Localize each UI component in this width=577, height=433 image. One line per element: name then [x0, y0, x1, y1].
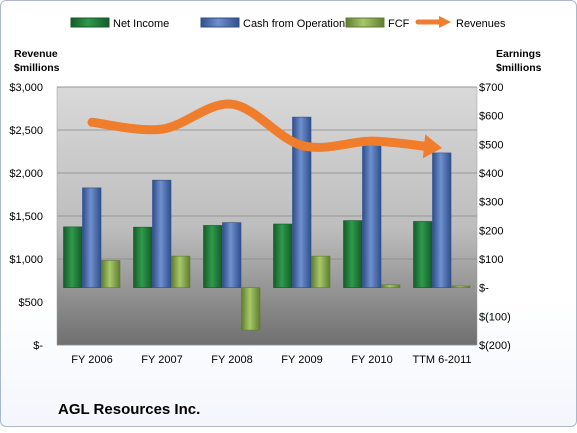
bar-net-income — [343, 220, 363, 288]
category-label: FY 2008 — [211, 354, 252, 366]
legend-swatch-fcf — [345, 17, 385, 28]
right-axis-tick-label: $(100) — [479, 311, 511, 323]
left-axis-tick-label: $2,500 — [9, 125, 43, 137]
left-axis-tick-label: $3,000 — [9, 82, 43, 94]
category-label: FY 2010 — [351, 354, 392, 366]
right-axis-title-line1: Earnings — [496, 48, 541, 60]
category-label: FY 2007 — [141, 354, 182, 366]
legend-swatch-cash-from-operations — [200, 17, 240, 28]
category-label: FY 2009 — [281, 354, 322, 366]
right-axis-tick-label: $300 — [479, 197, 503, 209]
bar-cash-from-operations — [432, 152, 452, 288]
right-axis-ticks: $(200) $(100) $- $100 $200 $300 $400 $500 $600 $7… — [479, 82, 511, 352]
revenue-line-series — [87, 99, 442, 159]
right-axis-tick-label: $100 — [479, 254, 503, 266]
bar-cash-from-operations — [82, 187, 102, 288]
right-axis-title-line2: $millions — [496, 62, 542, 74]
left-axis-tick-label: $1,500 — [9, 211, 43, 223]
category-label: TTM 6-2011 — [412, 354, 471, 366]
legend: Net Income Cash from Operations FCF Reve… — [70, 16, 506, 30]
right-axis-tick-label: $400 — [479, 168, 503, 180]
right-axis-tick-label: $600 — [479, 111, 503, 123]
legend-label-revenues: Revenues — [456, 18, 506, 30]
legend-label-net-income: Net Income — [113, 18, 169, 30]
right-axis-tick-label: $700 — [479, 82, 503, 94]
bar-cash-from-operations — [292, 116, 312, 288]
bar-net-income — [413, 221, 433, 288]
legend-label-cash-from-operations: Cash from Operations — [243, 18, 351, 30]
left-axis-tick-label: $500 — [19, 297, 43, 309]
legend-swatch-net-income — [70, 17, 110, 28]
legend-label-fcf: FCF — [388, 18, 410, 30]
revenue-line — [87, 99, 434, 152]
bar-cash-from-operations — [222, 222, 242, 288]
legend-arrowhead-revenues — [439, 16, 451, 28]
left-axis-tick-label: $- — [33, 340, 43, 352]
bar-net-income — [273, 223, 293, 288]
right-axis-tick-label: $200 — [479, 225, 503, 237]
bar-fcf — [171, 255, 191, 288]
right-axis-tick-label: $500 — [479, 139, 503, 151]
bar-net-income — [203, 225, 223, 288]
bar-fcf — [381, 284, 401, 288]
left-axis-title-line1: Revenue — [14, 48, 58, 60]
gridlines — [57, 86, 477, 346]
left-axis-tick-label: $1,000 — [9, 254, 43, 266]
bar-cash-from-operations — [152, 179, 172, 288]
company-name: AGL Resources Inc. — [58, 401, 200, 418]
category-axis-labels: FY 2006 FY 2007 FY 2008 FY 2009 FY 2010 TTM 6… — [71, 354, 471, 366]
left-axis-tick-label: $2,000 — [9, 168, 43, 180]
bar-net-income — [63, 226, 83, 288]
bar-cash-from-operations — [362, 142, 382, 288]
category-label: FY 2006 — [71, 354, 112, 366]
left-axis-title-line2: $millions — [14, 62, 60, 74]
bar-fcf — [101, 260, 121, 288]
left-axis-ticks: $- $500 $1,000 $1,500 $2,000 $2,500 $3,000 — [9, 82, 43, 352]
bar-net-income — [133, 226, 153, 288]
bar-fcf — [451, 285, 471, 288]
bar-series — [63, 116, 471, 331]
bar-fcf — [311, 255, 331, 288]
bar-fcf — [241, 287, 261, 331]
revenue-line-arrowhead — [422, 134, 442, 159]
right-axis-tick-label: $(200) — [479, 340, 511, 352]
right-axis-tick-label: $- — [479, 283, 489, 295]
